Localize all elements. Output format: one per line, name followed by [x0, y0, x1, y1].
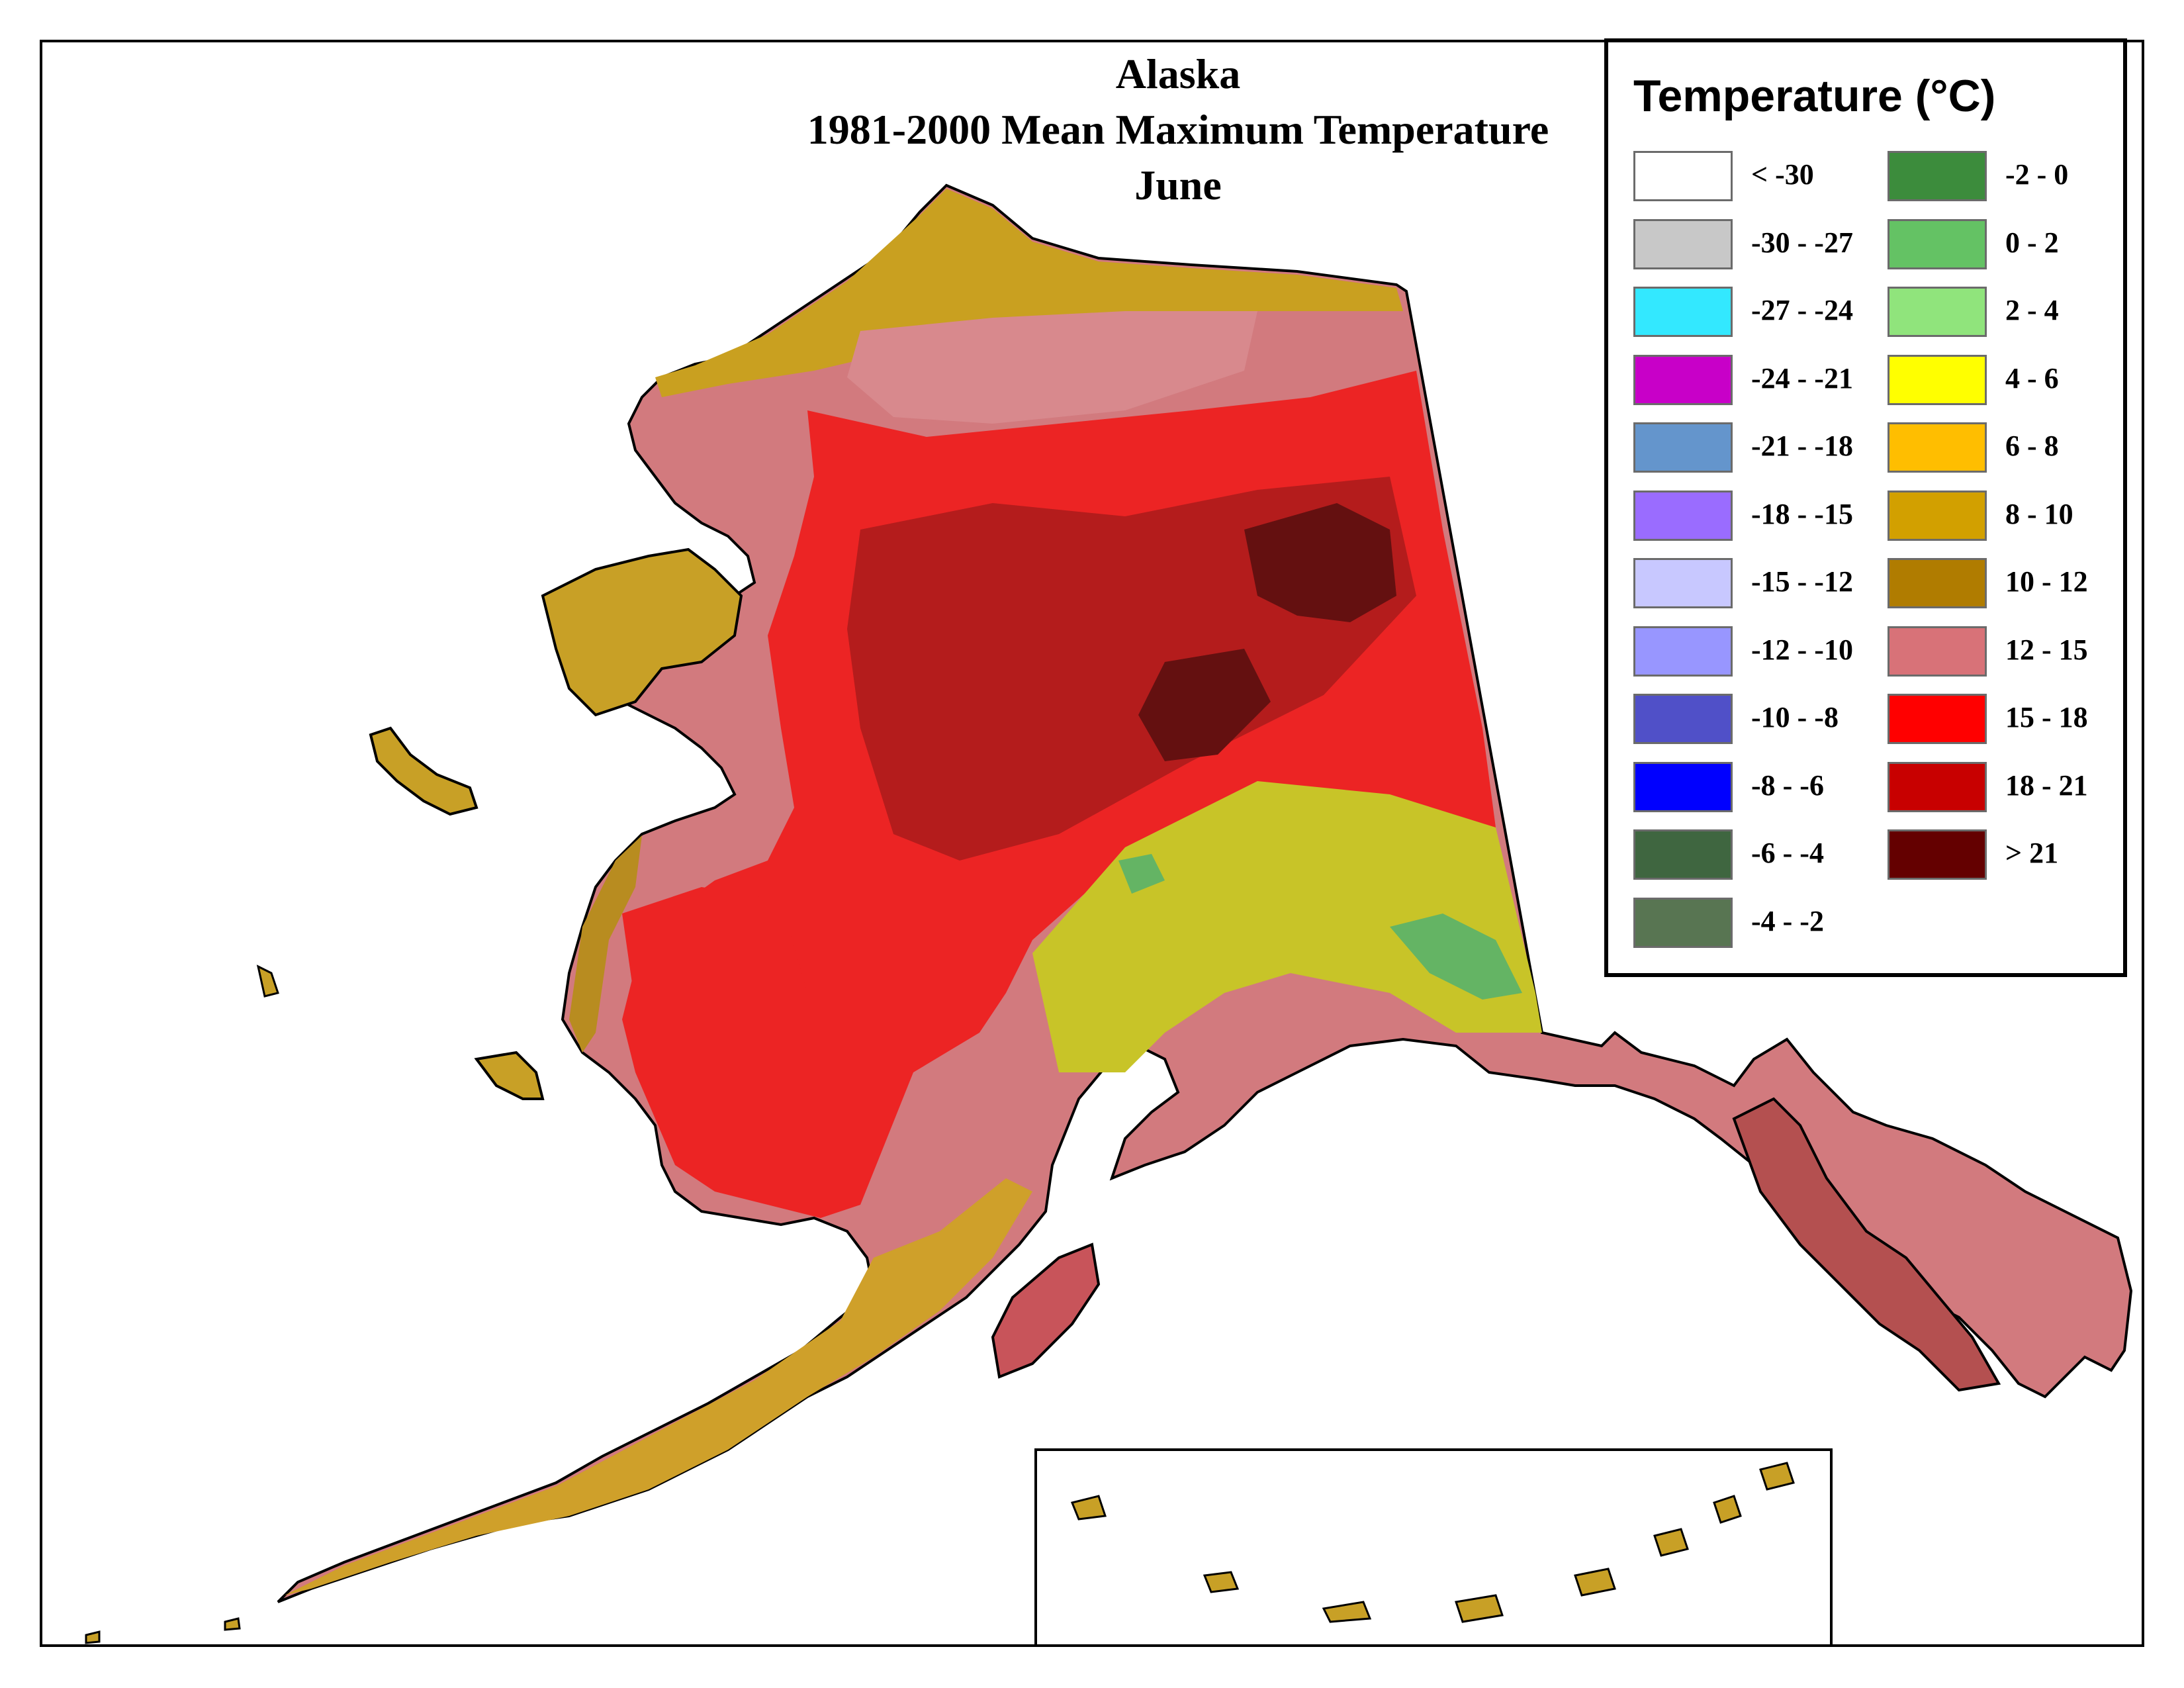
legend-label: -18 - -15 [1751, 497, 1853, 530]
interior-hottest-zone-2 [1138, 649, 1271, 761]
legend-label: > 21 [2005, 837, 2059, 869]
legend-swatch [1633, 490, 1733, 541]
legend-label: -4 - -2 [1751, 904, 1824, 937]
legend-swatch [1633, 558, 1733, 608]
legend-label: -10 - -8 [1751, 701, 1839, 733]
legend-label: -27 - -24 [1751, 294, 1853, 326]
legend-label: 8 - 10 [2005, 497, 2073, 530]
legend-label: -6 - -4 [1751, 837, 1824, 869]
southeast-panhandle-islands [1732, 1097, 2001, 1392]
legend-swatch [1633, 897, 1733, 948]
legend-label: -12 - -10 [1751, 633, 1853, 666]
legend-label: -8 - -6 [1751, 769, 1824, 802]
legend-swatch [1633, 287, 1733, 337]
north-slope-band [655, 189, 1403, 397]
legend-swatch [1633, 422, 1733, 473]
legend-swatch [1888, 422, 1987, 473]
legend-swatch [1888, 694, 1987, 744]
seward-peninsula [541, 547, 743, 717]
legend-swatch [1633, 354, 1733, 405]
west-coast-band [569, 835, 642, 1053]
st-lawrence-island [369, 726, 478, 816]
legend-swatch [1633, 626, 1733, 677]
legend-swatch [1633, 761, 1733, 812]
legend-label: 15 - 18 [2005, 701, 2088, 733]
map-title-line2: 1981-2000 Mean Maximum Temperature [807, 106, 1549, 153]
legend-swatch [1888, 218, 1987, 269]
legend-label: -30 - -27 [1751, 226, 1853, 259]
alaska-peninsula [285, 1178, 1032, 1595]
legend-swatch [1888, 354, 1987, 405]
legend-swatch [1633, 694, 1733, 744]
legend-label: 12 - 15 [2005, 633, 2088, 666]
map-title-line1: Alaska [1115, 50, 1241, 97]
western-islets [85, 1617, 241, 1644]
legend-swatch [1888, 287, 1987, 337]
small-island-1 [256, 964, 279, 998]
legend-swatch [1888, 490, 1987, 541]
aleutian-islands [1070, 1462, 1795, 1623]
legend-label: 6 - 8 [2005, 430, 2059, 462]
legend-title: Temperature (°C) [1633, 71, 1996, 121]
legend-label: < -30 [1751, 158, 1814, 191]
legend-label: -15 - -12 [1751, 565, 1853, 598]
legend-label: 10 - 12 [2005, 565, 2088, 598]
kodiak-island [991, 1243, 1101, 1379]
legend-swatch [1888, 151, 1987, 201]
brooks-range [847, 311, 1257, 424]
legend-label: 0 - 2 [2005, 226, 2059, 259]
alaska-range-band [1032, 781, 1542, 1072]
legend-swatch [1633, 218, 1733, 269]
legend-swatch [1888, 558, 1987, 608]
interior-hottest-zone [1244, 503, 1396, 622]
legend-label: 18 - 21 [2005, 769, 2088, 802]
southwest-warm [622, 887, 807, 1033]
legend-swatch [1888, 626, 1987, 677]
aleutian-inset-frame [1034, 1448, 1833, 1647]
legend-label: 2 - 4 [2005, 294, 2059, 326]
nunivak-island [474, 1051, 545, 1100]
temperature-legend: Temperature (°C) < -30 -30 - -27 -27 - -24… [1604, 38, 2127, 977]
legend-swatch [1633, 151, 1733, 201]
legend-label: -21 - -18 [1751, 430, 1853, 462]
map-title-line3: June [1134, 162, 1222, 209]
glacier-patches [1118, 854, 1522, 1000]
legend-swatch [1888, 829, 1987, 880]
legend-swatch [1888, 761, 1987, 812]
legend-label: 4 - 6 [2005, 361, 2059, 395]
legend-label: -2 - 0 [2005, 158, 2069, 191]
legend-label: -24 - -21 [1751, 361, 1853, 395]
legend-swatch [1633, 829, 1733, 880]
